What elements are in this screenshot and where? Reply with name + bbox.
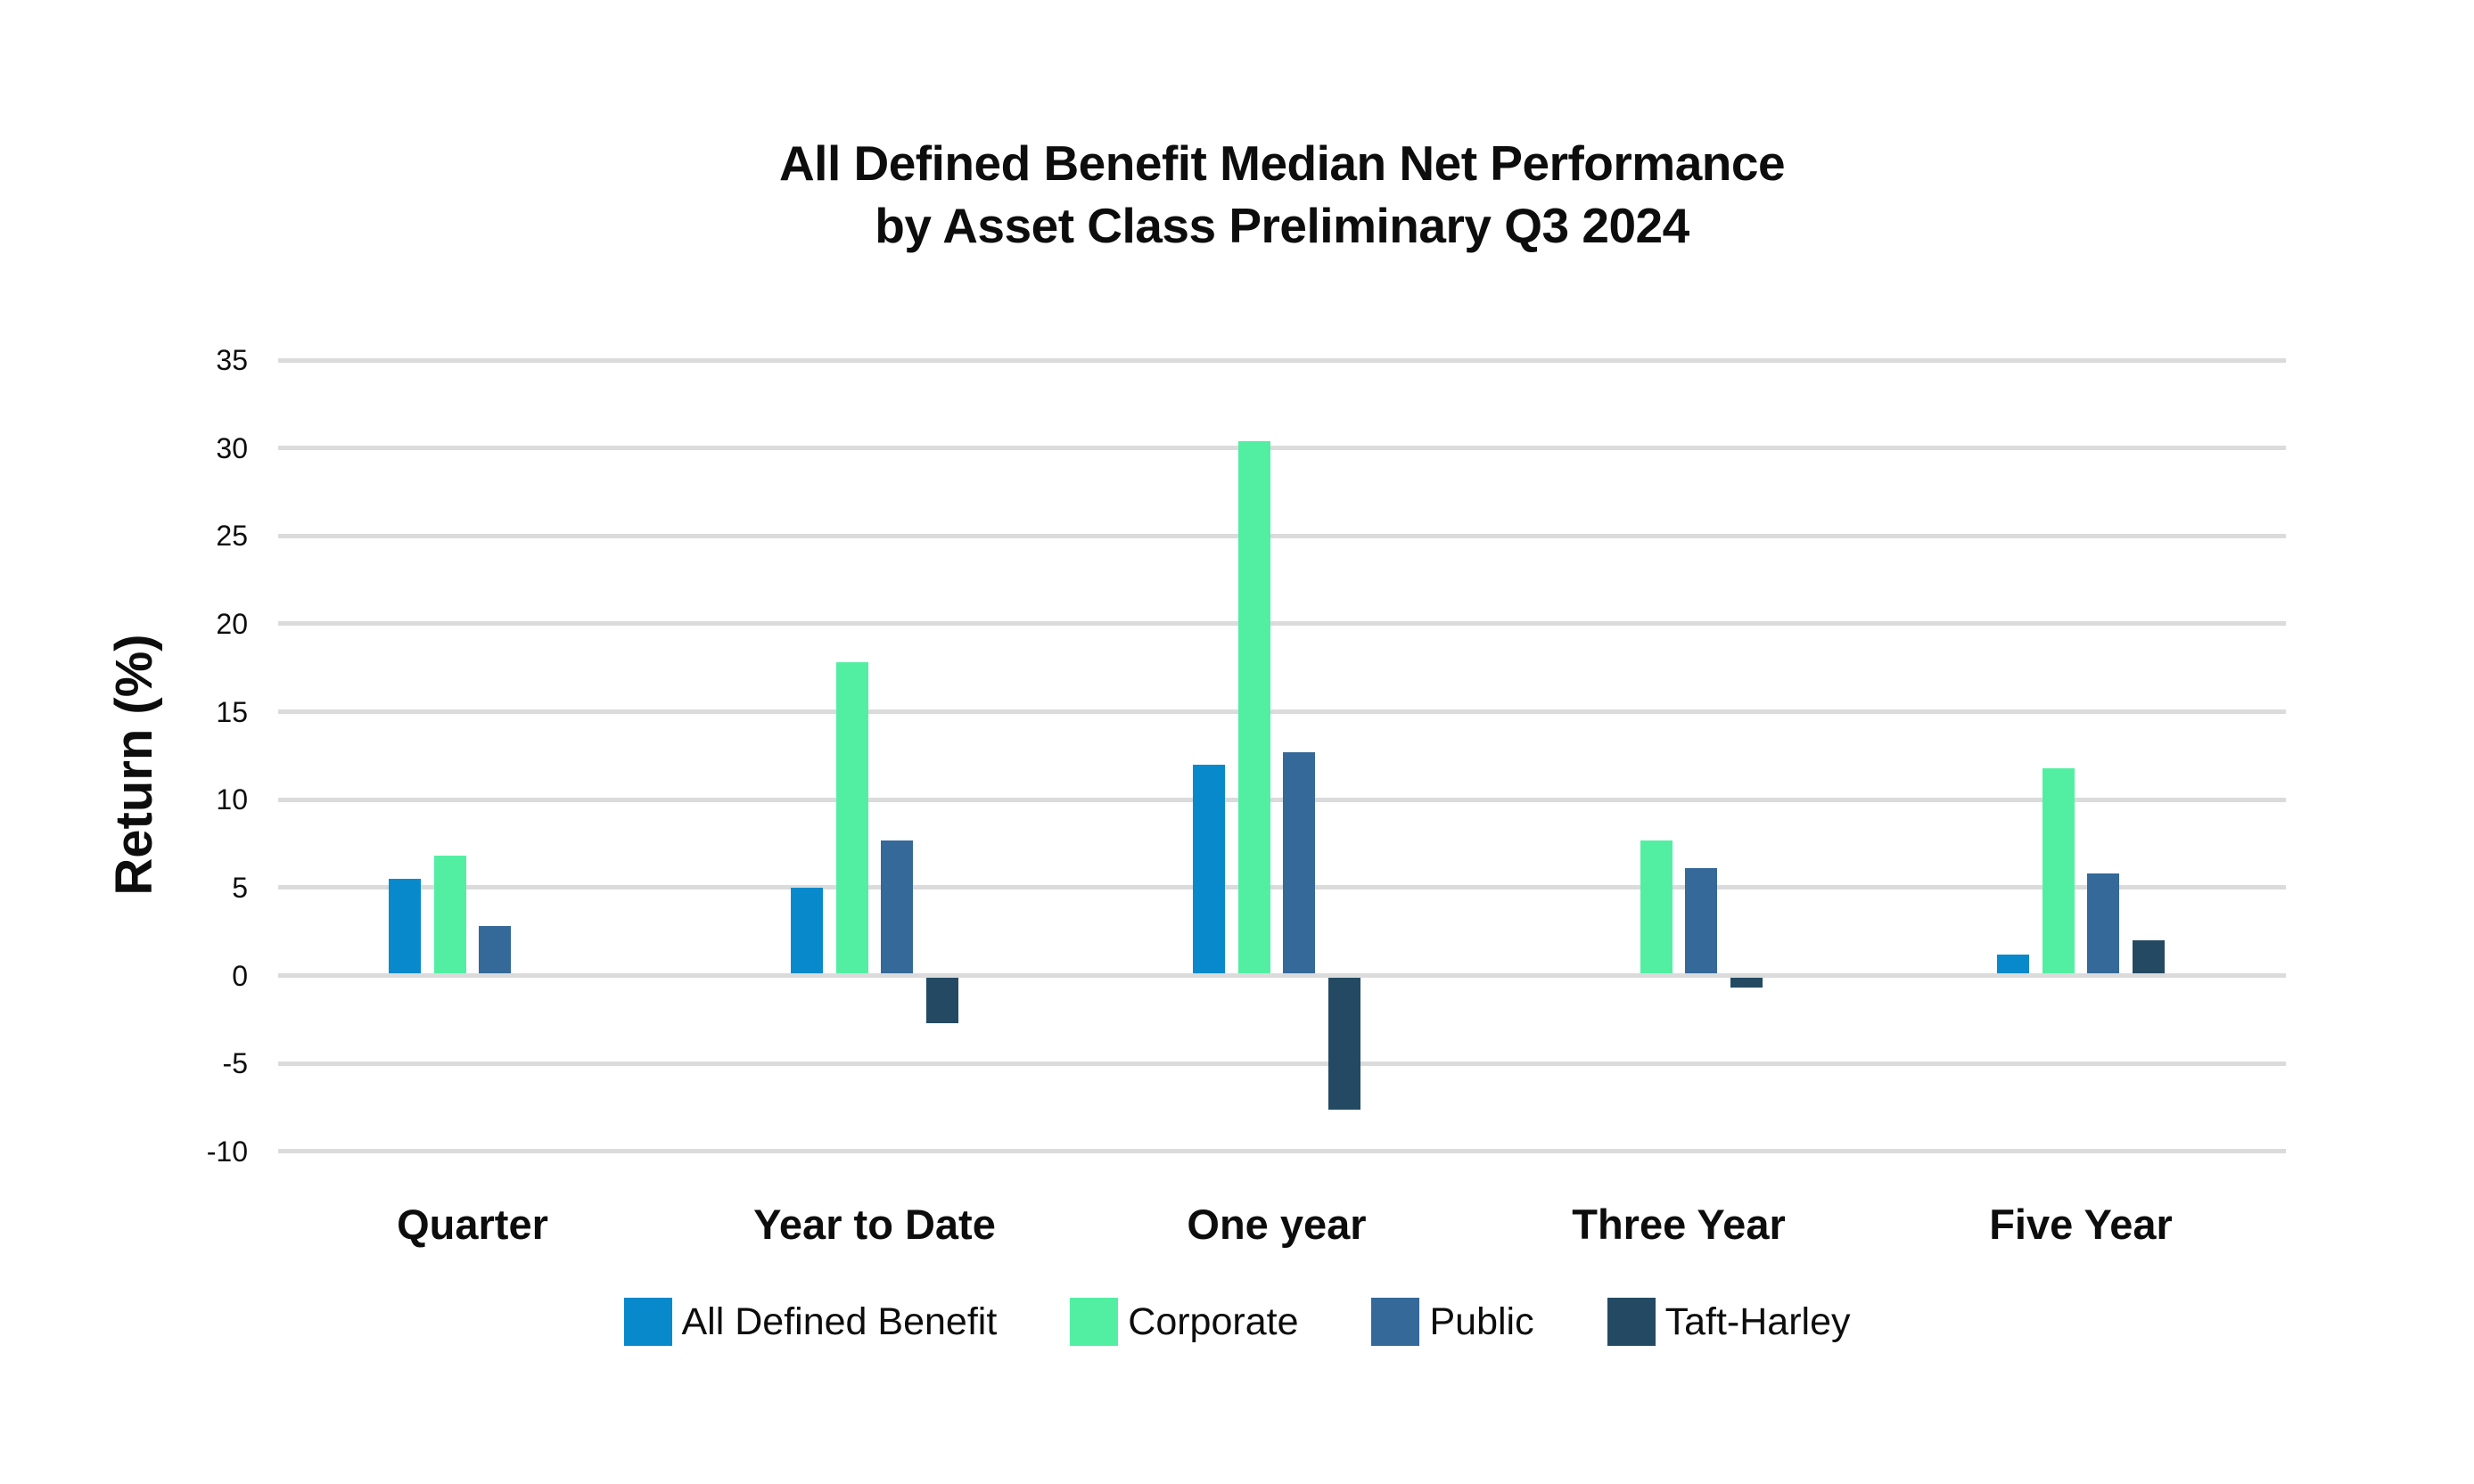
legend-label: Taft-Harley [1664,1300,1851,1343]
gridline--5 [278,1061,2286,1066]
legend-item-public: Public [1371,1298,1534,1346]
y-tick-label-25: 25 [216,520,248,553]
bar-one-year-public [1283,752,1316,974]
x-category-label-year-to-date: Year to Date [753,1201,996,1248]
legend-item-corporate: Corporate [1070,1298,1298,1346]
legend-swatch-public [1371,1298,1420,1346]
y-tick-label--10: -10 [206,1135,248,1168]
legend-label: Public [1429,1300,1534,1343]
x-category-label-five-year: Five Year [1989,1201,2173,1248]
gridline-5 [278,885,2286,890]
y-tick-label-5: 5 [232,871,248,904]
bar-three-year-taft-harley [1730,978,1763,988]
bar-one-year-corporate [1237,440,1270,974]
bar-year-to-date-taft-harley [925,978,958,1023]
gridline-30 [278,446,2286,451]
bar-five-year-corporate [2042,767,2075,974]
legend-label: Corporate [1128,1300,1299,1343]
chart-title-line1: All Defined Benefit Median Net Performan… [778,135,1786,191]
bar-year-to-date-public [881,840,914,974]
x-category-label-quarter: Quarter [397,1201,548,1248]
gridline-35 [278,357,2286,363]
legend-swatch-corporate [1070,1298,1119,1346]
legend-swatch-taft-harley [1607,1298,1656,1346]
bar-five-year-taft-harley [2132,940,2165,974]
bar-quarter-public [479,926,512,974]
bar-three-year-public [1685,868,1718,974]
legend-label: All Defined Benefit [681,1300,998,1343]
y-tick-label-30: 30 [216,431,248,464]
y-tick-label-0: 0 [232,959,248,992]
legend-swatch-all-defined-benefit [623,1298,672,1346]
y-tick-label-20: 20 [216,607,248,640]
gridline-25 [278,533,2286,538]
bar-year-to-date-all-defined-benefit [791,887,824,974]
gridline-0 [278,973,2286,979]
bar-quarter-all-defined-benefit [389,879,422,974]
y-tick-label--5: -5 [222,1047,248,1080]
bar-quarter-corporate [433,856,466,974]
legend-item-all-defined-benefit: All Defined Benefit [623,1298,998,1346]
x-category-label-one-year: One year [1187,1201,1367,1248]
bar-five-year-public [2087,873,2120,974]
chart-title-line2: by Asset Class Preliminary Q3 2024 [875,198,1689,253]
y-tick-label-35: 35 [216,344,248,376]
legend-item-taft-harley: Taft-Harley [1607,1298,1851,1346]
bar-one-year-all-defined-benefit [1193,764,1226,974]
bar-year-to-date-corporate [835,662,868,974]
chart-title: All Defined Benefit Median Net Performan… [278,132,2286,257]
x-category-label-three-year: Three Year [1572,1201,1786,1248]
gridline-20 [278,621,2286,627]
y-tick-label-10: 10 [216,783,248,816]
gridline--10 [278,1149,2286,1154]
bar-five-year-all-defined-benefit [1997,954,2030,974]
bar-three-year-corporate [1640,840,1673,974]
y-tick-label-15: 15 [216,695,248,728]
y-axis-title: Return (%) [105,634,163,896]
gridline-15 [278,709,2286,715]
bar-one-year-taft-harley [1327,978,1360,1110]
plot-area [278,357,2286,1154]
gridline-10 [278,797,2286,802]
legend: All Defined Benefit Corporate Public Taft-H… [0,1298,2474,1346]
